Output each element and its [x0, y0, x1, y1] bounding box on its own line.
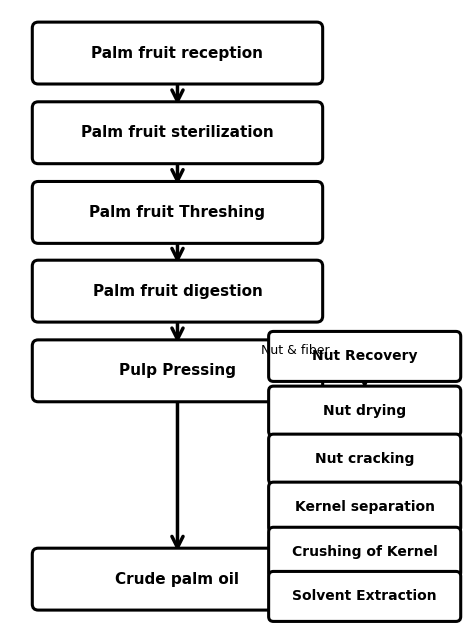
FancyBboxPatch shape	[269, 331, 461, 382]
FancyBboxPatch shape	[32, 22, 323, 84]
FancyBboxPatch shape	[269, 571, 461, 622]
Text: Palm fruit sterilization: Palm fruit sterilization	[81, 125, 274, 140]
FancyBboxPatch shape	[269, 434, 461, 484]
Text: Nut & fiber: Nut & fiber	[261, 345, 329, 357]
Text: Palm fruit reception: Palm fruit reception	[91, 46, 264, 61]
FancyBboxPatch shape	[269, 386, 461, 436]
Text: Pulp Pressing: Pulp Pressing	[119, 363, 236, 378]
FancyBboxPatch shape	[269, 527, 461, 577]
FancyBboxPatch shape	[32, 548, 323, 610]
Text: Palm fruit Threshing: Palm fruit Threshing	[90, 205, 265, 220]
Text: Crushing of Kernel: Crushing of Kernel	[292, 545, 438, 559]
Text: Nut cracking: Nut cracking	[315, 452, 414, 466]
FancyBboxPatch shape	[32, 340, 323, 402]
Text: Crude palm oil: Crude palm oil	[116, 571, 239, 587]
Text: Palm fruit digestion: Palm fruit digestion	[92, 283, 263, 299]
FancyBboxPatch shape	[32, 102, 323, 164]
FancyBboxPatch shape	[269, 482, 461, 532]
FancyBboxPatch shape	[32, 260, 323, 322]
Text: Kernel separation: Kernel separation	[295, 500, 435, 514]
Text: Nut drying: Nut drying	[323, 404, 406, 418]
Text: Nut Recovery: Nut Recovery	[312, 350, 418, 364]
Text: Solvent Extraction: Solvent Extraction	[292, 589, 437, 603]
FancyBboxPatch shape	[32, 182, 323, 243]
